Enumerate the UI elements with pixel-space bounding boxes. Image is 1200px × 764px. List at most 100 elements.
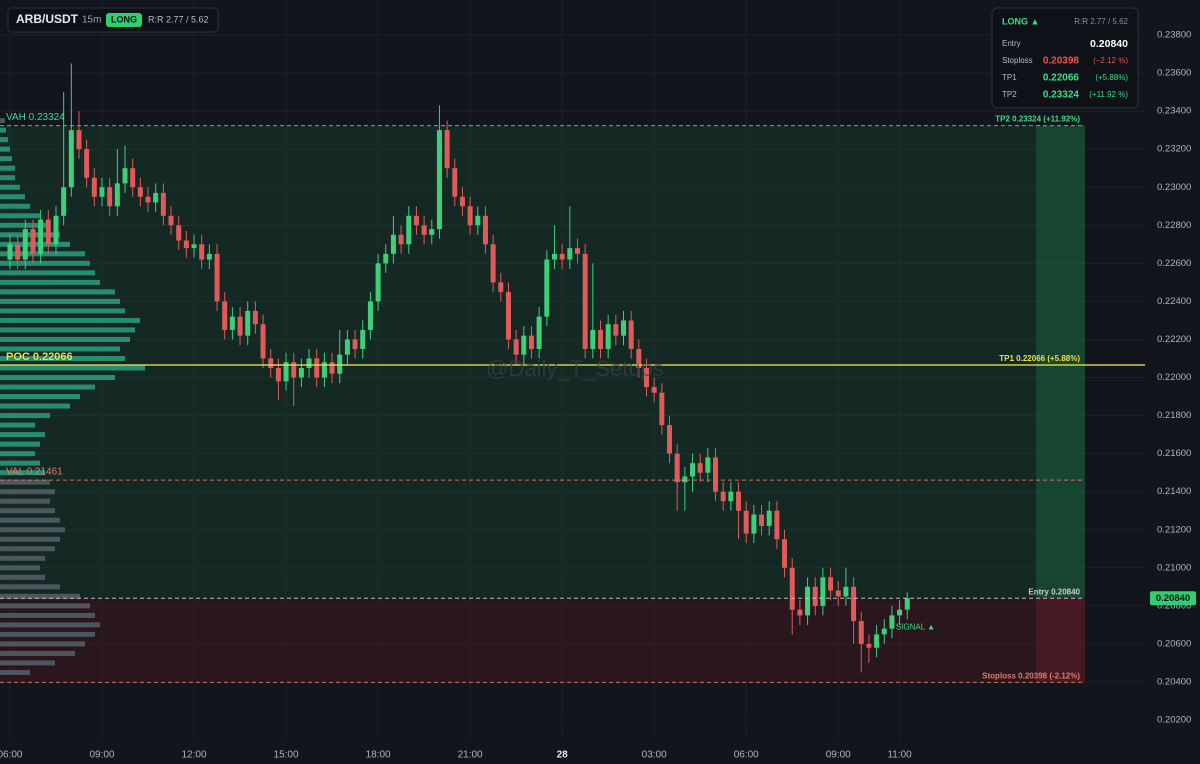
candle-body <box>375 263 381 302</box>
profile-bar <box>0 289 115 295</box>
candle-body <box>291 362 297 378</box>
candle-body <box>597 329 603 349</box>
profile-bar <box>0 336 130 342</box>
candle-body <box>828 577 834 591</box>
candle-body <box>559 253 565 260</box>
info-pct: (+11.92 %) <box>1089 90 1128 99</box>
profile-bar <box>0 498 50 504</box>
y-tick-label: 0.23000 <box>1157 182 1191 193</box>
candle-body <box>329 362 335 374</box>
candle-body <box>38 219 44 254</box>
profile-bar <box>0 146 10 152</box>
profile-bar <box>0 413 50 419</box>
y-tick-label: 0.20600 <box>1157 638 1191 649</box>
candle-body <box>383 253 389 264</box>
level-right-label: Entry 0.20840 <box>1028 587 1080 596</box>
profit-zone-edge <box>1036 125 1085 599</box>
candle-body <box>390 234 396 254</box>
y-tick-label: 0.23400 <box>1157 106 1191 117</box>
profile-bar <box>0 451 35 457</box>
x-tick-label: 09:00 <box>826 750 851 761</box>
profile-bar <box>0 584 60 590</box>
profile-bar <box>0 612 95 618</box>
candle-body <box>145 196 151 203</box>
candle-body <box>114 183 120 207</box>
profile-bar <box>0 355 125 361</box>
candle-body <box>536 316 542 349</box>
candle-body <box>544 259 550 317</box>
profile-bar <box>0 279 100 285</box>
profile-bar <box>0 232 60 238</box>
candle-body <box>176 225 182 241</box>
candle-body <box>7 244 13 260</box>
candle-body <box>475 215 481 226</box>
info-value: 0.23324 <box>1043 90 1080 101</box>
candle-body <box>413 215 419 226</box>
candle-body <box>160 192 166 216</box>
profile-bar <box>0 365 145 371</box>
info-box <box>991 7 1139 109</box>
candle-body <box>352 339 358 349</box>
profile-bar <box>0 489 55 495</box>
candle-body <box>122 168 128 184</box>
y-tick-label: 0.20200 <box>1157 715 1191 726</box>
candle-body <box>429 229 435 235</box>
candle-body <box>467 206 473 226</box>
x-tick-label: 12:00 <box>182 750 207 761</box>
candle-body <box>736 491 742 511</box>
candle-body <box>237 316 243 336</box>
candle-body <box>797 609 803 616</box>
profile-bar <box>0 156 12 162</box>
y-tick-label: 0.20400 <box>1157 676 1191 687</box>
profile-bar <box>0 213 40 219</box>
info-label: TP2 <box>1002 90 1017 99</box>
candle-body <box>889 615 895 629</box>
profile-bar <box>0 194 25 200</box>
candle-body <box>490 244 496 283</box>
candle-body <box>107 187 113 207</box>
candle-body <box>697 463 703 473</box>
candle-body <box>168 215 174 226</box>
x-tick-label: 11:00 <box>887 750 912 761</box>
profile-bar <box>0 403 70 409</box>
profile-bar <box>0 165 15 171</box>
candle-body <box>682 476 688 483</box>
candle-body <box>690 463 696 477</box>
candle-body <box>421 225 427 235</box>
candle-body <box>61 187 67 216</box>
candle-body <box>206 253 212 260</box>
candle-body <box>628 320 634 349</box>
candle-body <box>53 215 59 245</box>
profile-bar <box>0 118 5 124</box>
candle-body <box>644 368 650 388</box>
candle-body <box>76 130 82 150</box>
y-tick-label: 0.22800 <box>1157 220 1191 231</box>
profile-bar <box>0 175 15 181</box>
profile-bar <box>0 565 40 571</box>
candle-body <box>574 248 580 254</box>
y-tick-label: 0.22000 <box>1157 372 1191 383</box>
side: LONG <box>111 14 137 24</box>
info-rr: R:R 2.77 / 5.62 <box>1074 17 1128 26</box>
info-pct: (+5.88%) <box>1095 73 1128 82</box>
y-tick-label: 0.21800 <box>1157 410 1191 421</box>
profile-bar <box>0 460 40 466</box>
candle-body <box>720 491 726 502</box>
candle-body <box>705 457 711 473</box>
profile-bar <box>0 384 95 390</box>
candle-body <box>283 362 289 382</box>
candle-body <box>636 348 642 369</box>
candle-body <box>22 229 28 260</box>
level-right-label: TP1 0.22066 (+5.88%) <box>999 354 1080 363</box>
profile-bar <box>0 422 35 428</box>
x-tick-label: 06:00 <box>0 750 23 761</box>
candle-body <box>567 248 573 260</box>
profile-bar <box>0 536 60 542</box>
candle-body <box>444 130 450 169</box>
profile-bar <box>0 660 55 666</box>
info-label: Stoploss <box>1002 56 1033 65</box>
candle-body <box>222 301 228 330</box>
profile-bar <box>0 555 45 561</box>
candle-body <box>659 392 665 426</box>
y-tick-label: 0.21000 <box>1157 562 1191 573</box>
